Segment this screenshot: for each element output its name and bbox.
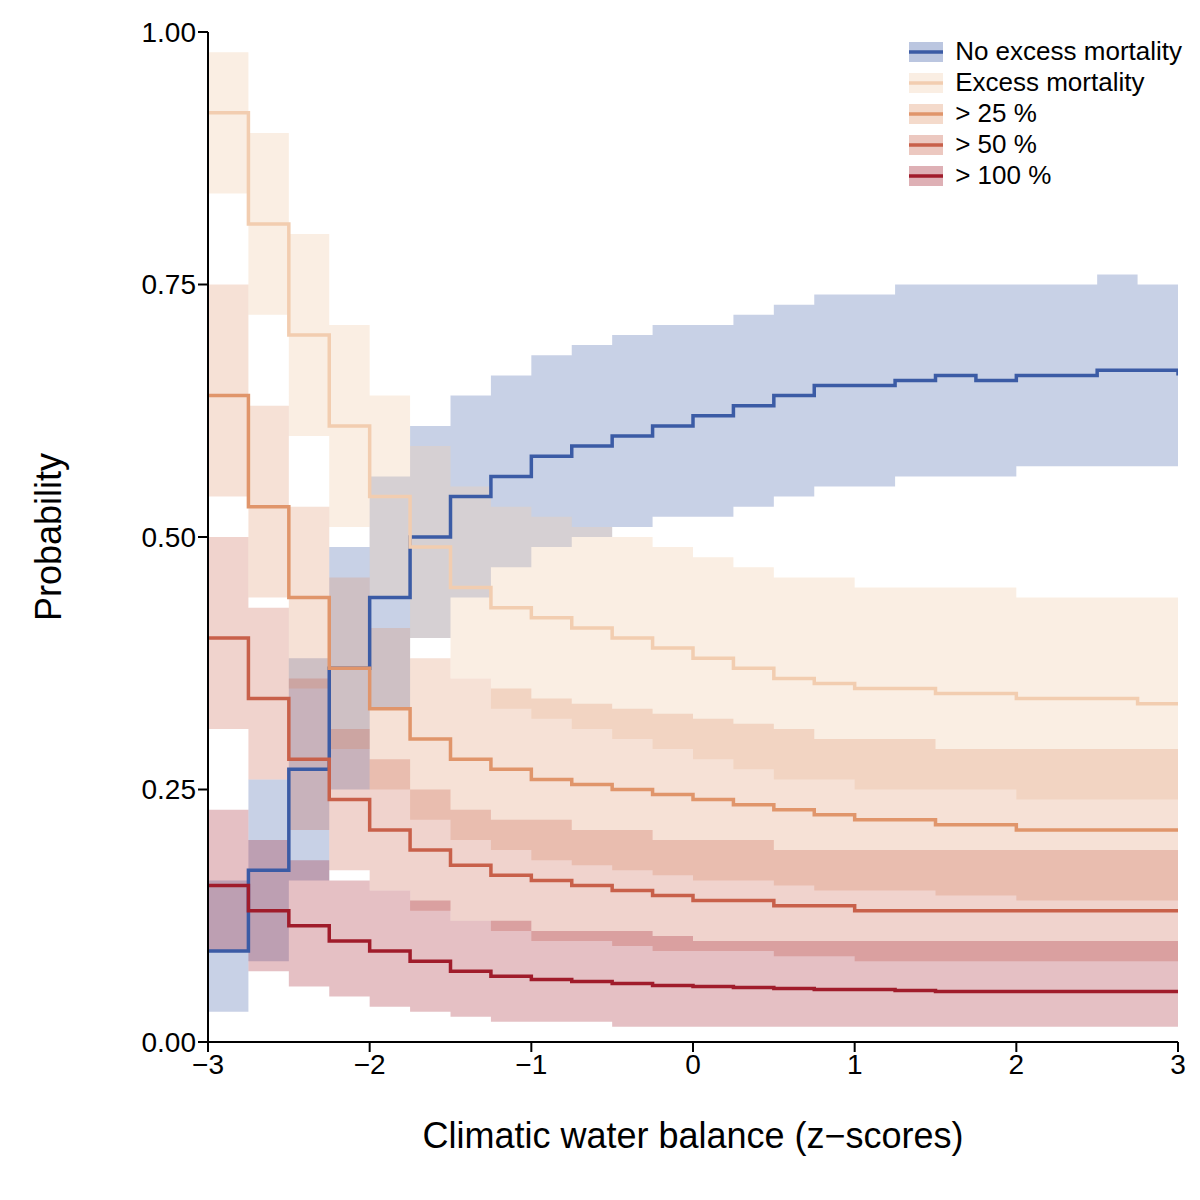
svg-text:0.75: 0.75 (142, 269, 197, 300)
svg-text:0.25: 0.25 (142, 774, 197, 805)
svg-text:Climatic water balance (z−scor: Climatic water balance (z−scores) (422, 1115, 963, 1156)
html-text:Excess mortality: Excess mortality (955, 67, 1145, 97)
html-text:No excess mortality: No excess mortality (955, 36, 1182, 66)
html-text:> 100 %: > 100 % (955, 160, 1052, 190)
svg-text:0: 0 (685, 1049, 701, 1080)
svg-text:3: 3 (1170, 1049, 1186, 1080)
svg-text:−2: −2 (354, 1049, 386, 1080)
html-text:> 25 %: > 25 % (955, 98, 1037, 128)
svg-text:Probability: Probability (28, 453, 69, 621)
svg-text:−1: −1 (515, 1049, 547, 1080)
svg-text:1.00: 1.00 (142, 17, 197, 48)
svg-text:1: 1 (847, 1049, 863, 1080)
svg-text:−3: −3 (192, 1049, 224, 1080)
html-text:> 50 %: > 50 % (955, 129, 1037, 159)
svg-text:0.50: 0.50 (142, 522, 197, 553)
svg-text:0.00: 0.00 (142, 1027, 197, 1058)
svg-text:2: 2 (1009, 1049, 1025, 1080)
